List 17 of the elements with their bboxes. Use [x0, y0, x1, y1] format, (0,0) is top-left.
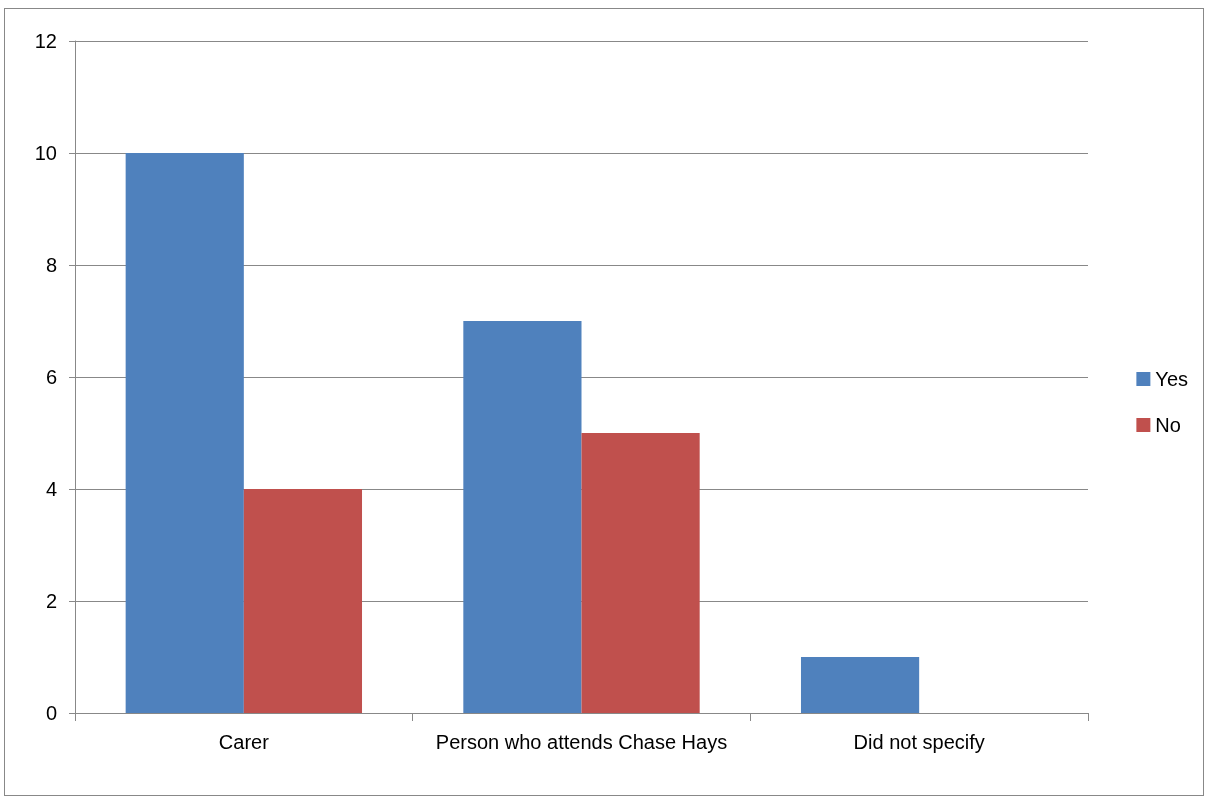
bar [581, 433, 700, 713]
y-tick-label: 12 [34, 30, 57, 52]
y-tick-label: 0 [45, 702, 57, 724]
bar [463, 321, 582, 713]
x-tick-label: Carer [218, 731, 270, 753]
y-tick-label: 4 [45, 478, 57, 500]
x-tick-label: Did not specify [853, 731, 985, 753]
bar [243, 489, 363, 713]
legend-label: Yes [1155, 368, 1189, 390]
x-tick-label: Person who attends Chase Hays [435, 731, 728, 753]
bar [800, 657, 920, 713]
y-tick-label: 6 [45, 366, 57, 388]
y-tick-label: 8 [45, 254, 57, 276]
y-tick-label: 10 [34, 142, 57, 164]
bar [125, 153, 244, 713]
y-tick-label: 2 [45, 590, 57, 612]
legend-label: No [1155, 414, 1181, 436]
